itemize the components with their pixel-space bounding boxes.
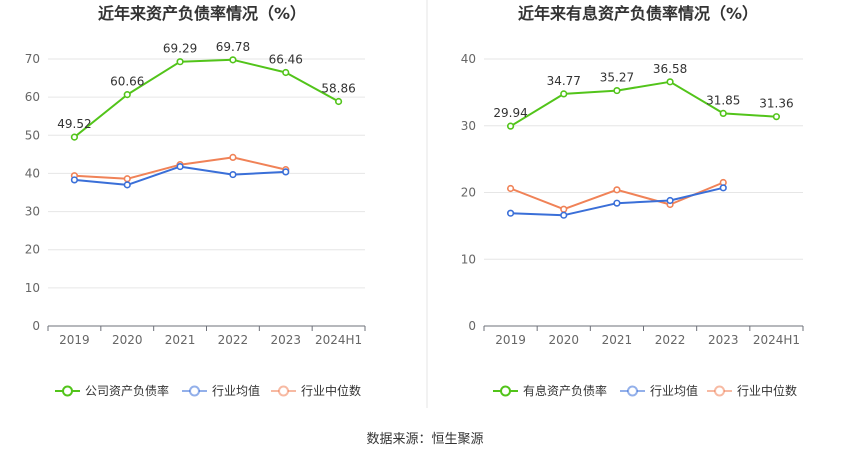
- legend-item[interactable]: 公司资产负债率: [55, 383, 169, 398]
- y-tick-label: 50: [25, 128, 40, 142]
- data-point: [613, 86, 621, 95]
- data-label: 31.85: [706, 93, 740, 107]
- chart-title: 近年来资产负债率情况（%）: [98, 4, 306, 23]
- data-point: [70, 176, 79, 184]
- legend-label: 行业中位数: [301, 383, 361, 398]
- data-point: [772, 113, 781, 121]
- data-label: 58.86: [321, 81, 355, 95]
- data-point: [719, 109, 727, 118]
- data-point: [123, 181, 131, 189]
- legend-item[interactable]: 行业中位数: [271, 383, 361, 398]
- data-label: 31.36: [759, 97, 793, 111]
- legend-item[interactable]: 行业均值: [620, 383, 698, 398]
- chart-1: 近年来资产负债率情况（%） 0 10 20 30 40 50 60 70 2019 2020 2021…: [25, 4, 366, 398]
- legend-label: 行业中位数: [737, 383, 797, 398]
- data-label: 60.66: [110, 75, 144, 89]
- data-point: [229, 170, 237, 179]
- x-tick-label: 2019: [59, 333, 90, 347]
- legend-label: 公司资产负债率: [85, 383, 169, 398]
- y-tick-label: 10: [461, 252, 476, 266]
- y-tick-label: 70: [25, 52, 40, 66]
- x-tick-label: 2023: [708, 333, 739, 347]
- data-point: [613, 186, 621, 194]
- x-tick-label: 2022: [218, 333, 249, 347]
- x-tick-label: 2020: [548, 333, 579, 347]
- data-point: [560, 211, 568, 219]
- legend-marker-icon: [278, 385, 289, 397]
- x-tick-label: 2021: [602, 333, 633, 347]
- y-tick-label: 60: [25, 90, 40, 104]
- legend-item[interactable]: 有息资产负债率: [493, 383, 607, 398]
- y-tick-label: 20: [461, 186, 476, 200]
- data-point: [123, 91, 131, 99]
- legend-item[interactable]: 行业均值: [182, 383, 260, 398]
- data-point: [613, 199, 621, 207]
- y-tick-label: 0: [32, 319, 40, 333]
- y-tick-label: 10: [25, 281, 40, 295]
- data-point: [666, 78, 674, 86]
- legend-label: 有息资产负债率: [523, 383, 607, 398]
- y-tick-label: 20: [25, 243, 40, 257]
- data-point: [506, 122, 515, 130]
- legend-label: 行业均值: [212, 383, 260, 398]
- legend-marker-icon: [500, 385, 511, 397]
- y-tick-label: 0: [468, 319, 476, 333]
- source-text: 数据来源：恒生聚源: [366, 432, 483, 447]
- data-point: [506, 209, 515, 217]
- data-point: [176, 162, 184, 171]
- legend-marker-icon: [62, 385, 73, 397]
- series-line: [510, 80, 777, 128]
- data-point: [334, 97, 343, 106]
- data-point: [560, 90, 568, 98]
- data-point: [70, 133, 79, 141]
- y-tick-label: 30: [25, 205, 40, 219]
- data-label: 49.52: [57, 117, 91, 131]
- x-tick-label: 2022: [655, 333, 686, 347]
- legend-marker-icon: [189, 385, 200, 397]
- data-point: [176, 58, 184, 66]
- data-point: [506, 184, 515, 193]
- y-tick-label: 30: [461, 119, 476, 133]
- data-point: [229, 56, 237, 64]
- legend-marker-icon: [714, 385, 725, 397]
- data-point: [123, 175, 131, 183]
- chart-title: 近年来有息资产负债率情况（%）: [518, 4, 758, 23]
- x-tick-label: 2021: [165, 333, 196, 347]
- data-point: [229, 153, 237, 162]
- data-point: [282, 68, 290, 77]
- y-tick-label: 40: [25, 166, 40, 180]
- y-tick-label: 40: [461, 52, 476, 66]
- data-point: [666, 196, 674, 205]
- legend-marker-icon: [627, 385, 638, 397]
- data-label: 36.58: [653, 62, 687, 76]
- data-point: [719, 184, 727, 192]
- data-label: 35.27: [600, 71, 634, 85]
- data-label: 29.94: [493, 106, 527, 120]
- data-point: [560, 205, 568, 213]
- data-label: 69.29: [163, 42, 197, 56]
- data-label: 69.78: [216, 40, 250, 54]
- x-tick-label: 2023: [270, 333, 301, 347]
- data-label: 34.77: [547, 74, 581, 88]
- series-line: [73, 58, 340, 138]
- data-label: 66.46: [269, 53, 303, 67]
- x-tick-label: 2019: [495, 333, 526, 347]
- chart-2: 近年来有息资产负债率情况（%） 0 10 20 30 40 2019 2020 2021 2022…: [461, 4, 804, 398]
- x-tick-label: 2024H1: [315, 333, 362, 347]
- x-tick-label: 2020: [112, 333, 143, 347]
- x-tick-label: 2024H1: [753, 333, 800, 347]
- legend-item[interactable]: 行业中位数: [707, 383, 797, 398]
- legend-label: 行业均值: [650, 383, 698, 398]
- data-point: [282, 168, 290, 176]
